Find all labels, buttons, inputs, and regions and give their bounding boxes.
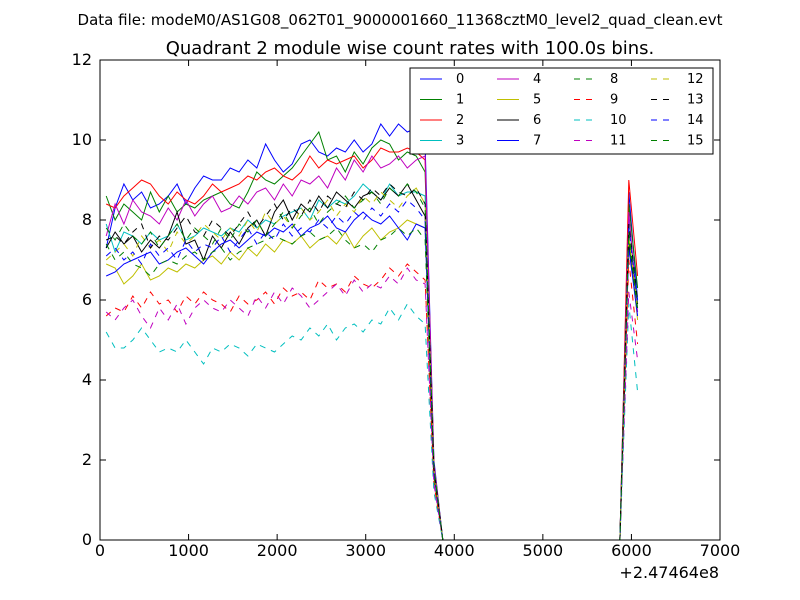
legend-label-2: 2 [456, 113, 464, 128]
y-tick-label: 8 [82, 210, 92, 229]
x-tick-label: 0 [95, 541, 105, 560]
plot-frame [99, 59, 721, 541]
legend-label-10: 10 [610, 113, 627, 128]
y-tick-label: 12 [72, 50, 92, 69]
x-tick-label: 2000 [257, 541, 298, 560]
series-line-1 [105, 130, 639, 541]
series-line-7 [105, 211, 639, 541]
x-tick-label: 6000 [611, 541, 652, 560]
legend-label-14: 14 [687, 113, 704, 128]
y-tick-label: 4 [82, 370, 92, 389]
x-tick-label: 7000 [700, 541, 741, 560]
x-tick-label: 3000 [345, 541, 386, 560]
series-line-12 [105, 187, 639, 541]
series-line-3 [105, 183, 639, 541]
series-line-13 [105, 183, 639, 541]
legend-label-1: 1 [456, 93, 464, 108]
y-tick-label: 2 [82, 450, 92, 469]
legend-label-7: 7 [533, 134, 541, 149]
series-line-10 [105, 303, 639, 541]
series-line-15 [105, 183, 639, 541]
x-offset-label: +2.47464e8 [619, 563, 719, 582]
series-line-5 [105, 219, 639, 541]
legend-label-3: 3 [456, 134, 464, 149]
x-tick-label: 5000 [522, 541, 563, 560]
series-line-14 [105, 199, 639, 541]
legend-label-6: 6 [533, 113, 541, 128]
legend-label-13: 13 [687, 93, 704, 108]
legend-label-11: 11 [610, 134, 627, 149]
legend-label-9: 9 [610, 93, 618, 108]
plot-area [105, 123, 639, 541]
legend-box [409, 67, 714, 155]
y-tick-label: 0 [82, 530, 92, 549]
legend-label-0: 0 [456, 72, 464, 87]
x-tick-label: 1000 [168, 541, 209, 560]
series-line-6 [105, 183, 639, 541]
legend-label-5: 5 [533, 93, 541, 108]
legend-label-4: 4 [533, 72, 541, 87]
chart-title: Quadrant 2 module wise count rates with … [166, 38, 655, 59]
legend-label-12: 12 [687, 72, 704, 87]
x-tick-label: 4000 [434, 541, 475, 560]
series-line-0 [105, 123, 639, 541]
series-line-2 [105, 147, 639, 541]
series-line-8 [105, 227, 639, 541]
series-line-11 [105, 267, 639, 541]
series-line-9 [105, 259, 639, 541]
y-tick-label: 10 [72, 130, 92, 149]
legend-label-15: 15 [687, 134, 704, 149]
suptitle: Data file: modeM0/AS1G08_062T01_90000016… [78, 11, 723, 30]
series-line-4 [105, 155, 639, 541]
legend-label-8: 8 [610, 72, 618, 87]
y-tick-label: 6 [82, 290, 92, 309]
